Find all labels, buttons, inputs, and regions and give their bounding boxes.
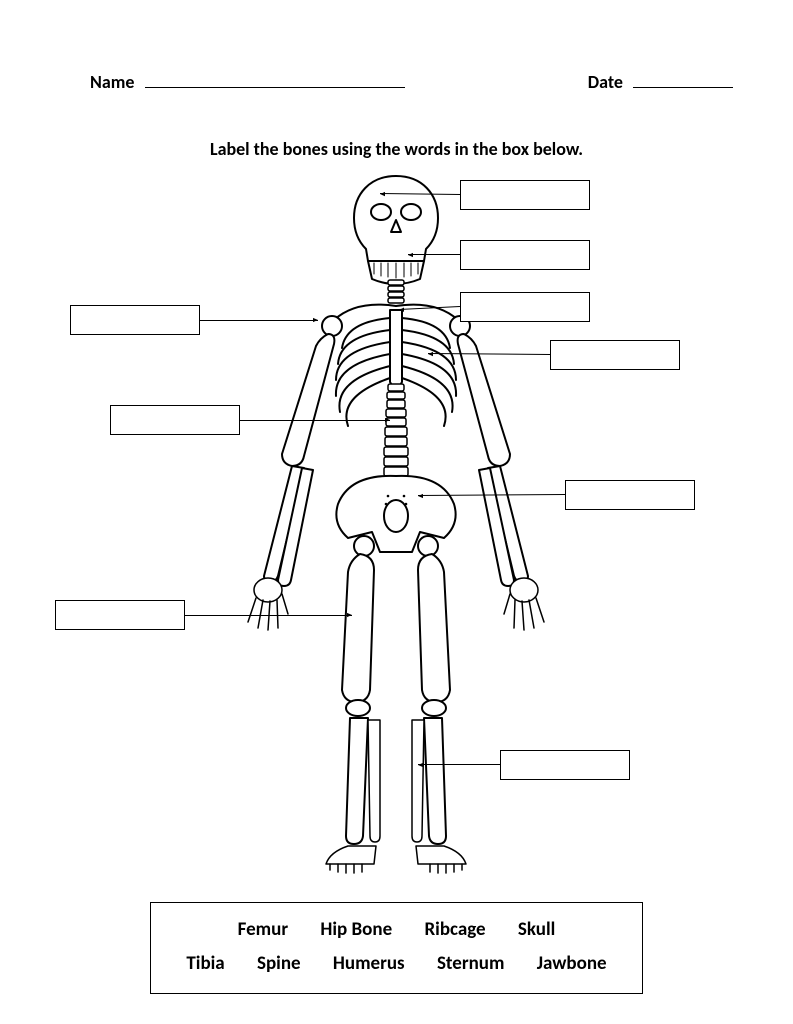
date-underline[interactable] (633, 68, 733, 88)
label-box-tibia[interactable] (500, 750, 630, 780)
word-bank-row-1: Femur Hip Bone Ribcage Skull (167, 913, 626, 947)
word-bank-row-2: Tibia Spine Humerus Sternum Jawbone (167, 947, 626, 981)
label-box-jawbone[interactable] (460, 240, 590, 270)
instruction-text: Label the bones using the words in the b… (0, 138, 793, 160)
word-jawbone: Jawbone (537, 947, 607, 981)
word-bank: Femur Hip Bone Ribcage Skull Tibia Spine… (150, 902, 643, 994)
word-tibia: Tibia (186, 947, 224, 981)
label-box-humerus[interactable] (70, 305, 200, 335)
word-spine: Spine (257, 947, 301, 981)
label-box-hip[interactable] (565, 480, 695, 510)
date-field[interactable]: Date (588, 68, 733, 93)
name-field[interactable]: Name (90, 68, 405, 93)
name-label: Name (90, 71, 134, 93)
date-label: Date (588, 71, 623, 93)
skeleton-diagram (0, 170, 793, 890)
word-hipbone: Hip Bone (320, 913, 392, 947)
name-underline[interactable] (145, 68, 405, 88)
header: Name Date (90, 68, 733, 93)
label-box-ribcage[interactable] (550, 340, 680, 370)
label-box-skull[interactable] (460, 180, 590, 210)
word-humerus: Humerus (333, 947, 405, 981)
label-box-sternum[interactable] (460, 292, 590, 322)
label-box-femur[interactable] (55, 600, 185, 630)
word-femur: Femur (238, 913, 288, 947)
word-ribcage: Ribcage (424, 913, 485, 947)
worksheet-page: Name Date Label the bones using the word… (0, 0, 793, 1024)
word-sternum: Sternum (437, 947, 505, 981)
label-box-spine[interactable] (110, 405, 240, 435)
word-skull: Skull (518, 913, 555, 947)
